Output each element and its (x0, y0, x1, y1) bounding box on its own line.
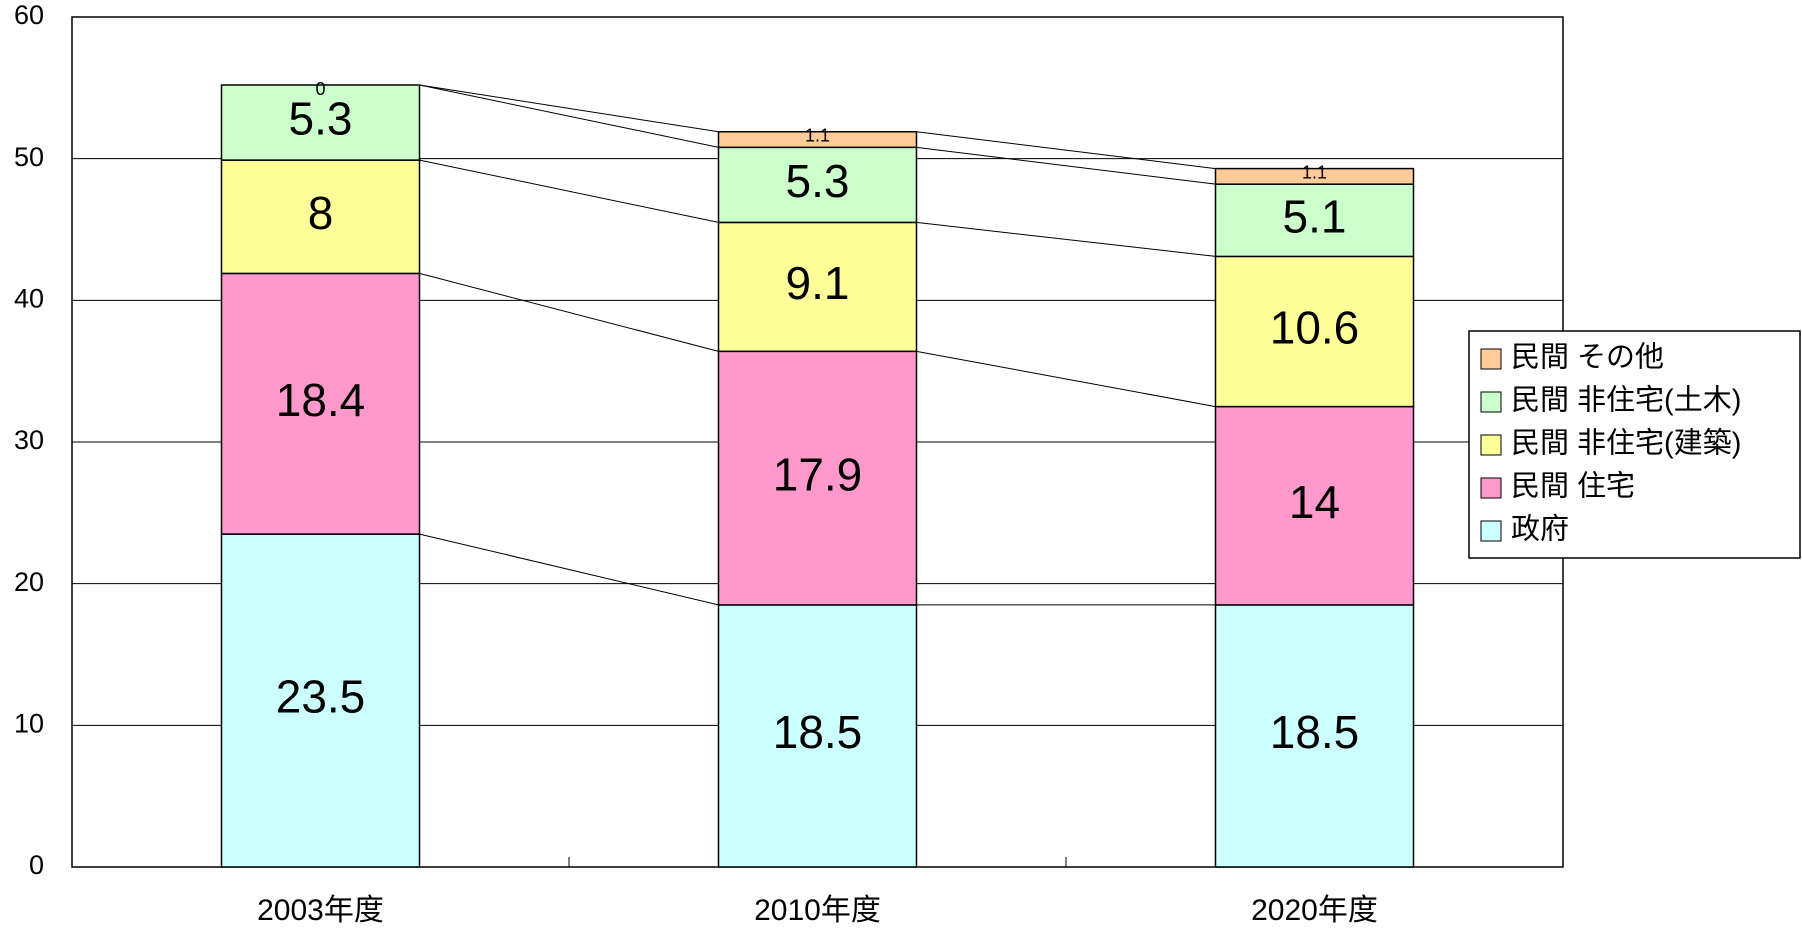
value-label: 5.3 (786, 155, 850, 207)
bar-segment (220, 159, 421, 275)
value-label: 18.4 (276, 374, 366, 426)
value-label: 23.5 (276, 671, 366, 723)
y-tick-label: 20 (14, 567, 44, 597)
bar-segment (1214, 167, 1415, 185)
legend-swatch (1480, 520, 1502, 542)
legend-label: 民間 住宅 (1511, 470, 1635, 503)
value-label: 14 (1289, 476, 1340, 528)
legend-swatch (1480, 348, 1502, 370)
connector (916, 350, 1216, 408)
value-label: 5.1 (1283, 190, 1347, 242)
y-tick-label: 50 (14, 142, 44, 172)
legend-label: 民間 非住宅(土木) (1511, 384, 1741, 417)
bar-segment (717, 131, 918, 149)
y-tick-label: 60 (14, 0, 44, 30)
legend-box (1468, 330, 1801, 559)
connector (419, 533, 719, 606)
bar-segment (717, 221, 918, 353)
y-tick-label: 0 (29, 850, 44, 880)
connector (916, 146, 1216, 185)
value-label: 18.5 (773, 706, 863, 758)
bar-segment (1214, 183, 1415, 258)
x-tick-label: 2020年度 (1251, 894, 1378, 927)
value-label: 5.3 (289, 93, 353, 145)
connector (916, 221, 1216, 257)
value-label: 8 (308, 187, 334, 239)
value-label: 17.9 (773, 448, 863, 500)
value-label: 0 (315, 79, 325, 99)
bar-segment (220, 84, 421, 161)
bar-segment (1214, 604, 1415, 868)
legend-swatch (1480, 434, 1502, 456)
legend-label: 民間 その他 (1511, 341, 1664, 374)
x-tick-label: 2010年度 (754, 894, 881, 927)
bar-segment (220, 533, 421, 868)
y-tick-label: 10 (14, 708, 44, 738)
x-tick-label: 2003年度 (257, 894, 384, 927)
connector (419, 84, 719, 133)
legend-label: 政府 (1511, 513, 1569, 546)
y-tick-label: 30 (14, 425, 44, 455)
value-label: 1.1 (805, 126, 830, 146)
value-label: 10.6 (1270, 302, 1360, 354)
connector (419, 84, 719, 148)
value-label: 1.1 (1302, 162, 1327, 182)
value-label: 18.5 (1270, 706, 1360, 758)
bar-segment (220, 272, 421, 535)
bar-segment (717, 604, 918, 868)
connector (916, 131, 1216, 170)
legend-swatch (1480, 477, 1502, 499)
value-label: 9.1 (786, 257, 850, 309)
connector (419, 272, 719, 352)
bar-segment (1214, 405, 1415, 606)
connector (419, 159, 719, 223)
legend-swatch (1480, 391, 1502, 413)
legend-label: 民間 非住宅(建築) (1511, 427, 1741, 460)
bar-segment (717, 146, 918, 224)
y-tick-label: 40 (14, 283, 44, 313)
bar-segment (1214, 255, 1415, 408)
